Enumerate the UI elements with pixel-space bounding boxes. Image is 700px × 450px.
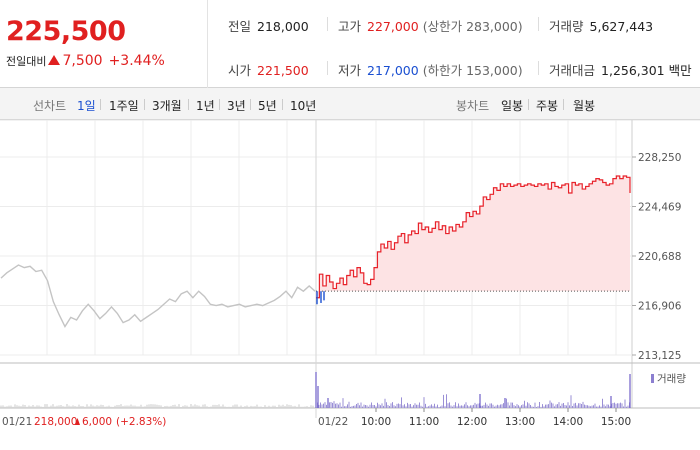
divider — [528, 99, 529, 110]
price-box: 225,500 전일대비 7,500 +3.44% — [0, 0, 208, 88]
up-triangle-icon — [48, 55, 61, 65]
amount-value: 1,256,301 — [601, 63, 665, 78]
divider — [144, 99, 145, 110]
prev-day-close: 218,000 — [34, 416, 77, 428]
x-tick-label: 10:00 — [361, 416, 391, 428]
up-triangle-icon — [75, 418, 80, 425]
x-tick-label: 12:00 — [457, 416, 487, 428]
open-label: 시가 — [228, 63, 252, 78]
current-price: 225,500 — [6, 16, 126, 47]
divider — [327, 17, 328, 31]
volume-legend-label: 거래량 — [657, 373, 686, 385]
divider — [563, 99, 564, 110]
change-label: 전일대비 — [6, 55, 47, 68]
divider — [282, 99, 283, 110]
today-area-fill — [316, 175, 630, 298]
lower-limit: (하한가 153,000) — [422, 63, 523, 78]
low-value: 217,000 — [367, 63, 419, 78]
divider — [538, 61, 539, 75]
quote-panel: 225,500 전일대비 7,500 +3.44% 전일 218,000 고가 227,… — [0, 0, 700, 88]
period-3y[interactable]: 3년 — [227, 99, 246, 113]
prev-day-line — [0, 264, 316, 328]
x-axis: 01/21 218,000 6,000 (+2.83%) 01/22 10:00 11:00… — [2, 408, 631, 428]
prev-day-series — [0, 264, 316, 328]
volume-label: 거래량 — [549, 19, 584, 34]
open-value: 221,500 — [257, 63, 309, 78]
candle-daily[interactable]: 일봉 — [501, 99, 524, 113]
y-tick-label: 220,688 — [638, 251, 681, 263]
divider — [100, 99, 101, 110]
y-tick-label: 213,125 — [638, 350, 681, 362]
candle-monthly[interactable]: 월봉 — [573, 99, 596, 113]
y-tick-label: 228,250 — [638, 152, 681, 164]
volume-legend-swatch — [651, 374, 654, 383]
period-1y[interactable]: 1년 — [196, 99, 215, 113]
volume-cell: 거래량 5,627,443 — [549, 16, 653, 35]
period-10y[interactable]: 10년 — [290, 99, 317, 113]
today-price-line — [316, 175, 631, 299]
divider — [538, 17, 539, 31]
open-cell: 시가 221,500 — [228, 60, 309, 79]
x-tick-label: 14:00 — [553, 416, 583, 428]
change-value: 7,500 — [62, 53, 103, 69]
y-tick-label: 216,906 — [638, 301, 682, 313]
period-1d[interactable]: 1일 — [77, 99, 96, 113]
x-tick-label: 11:00 — [409, 416, 439, 428]
prev-close-label: 전일 — [228, 19, 252, 34]
period-1w[interactable]: 1주일 — [109, 99, 139, 113]
today-series — [316, 175, 631, 305]
upper-limit: (상한가 283,000) — [422, 19, 523, 34]
divider — [250, 99, 251, 110]
divider — [327, 61, 328, 75]
x-tick-label: 15:00 — [601, 416, 631, 428]
low-label: 저가 — [338, 63, 362, 78]
divider — [188, 99, 189, 110]
prev-close-value: 218,000 — [257, 19, 309, 34]
y-tick-label: 224,469 — [638, 202, 681, 214]
low-cell: 저가 217,000 (하한가 153,000) — [338, 60, 523, 79]
prev-close-cell: 전일 218,000 — [228, 16, 309, 35]
line-chart-label: 선차트 — [33, 99, 67, 113]
period-5y[interactable]: 5년 — [258, 99, 277, 113]
divider — [219, 99, 220, 110]
volume-panel: 거래량 — [0, 372, 686, 408]
amount-label: 거래대금 — [549, 63, 596, 78]
prev-day-change: 6,000 — [82, 416, 112, 428]
amount-cell: 거래대금 1,256,301 백만 — [549, 60, 692, 79]
high-label: 고가 — [338, 19, 362, 34]
y-axis: 228,250 224,469 220,688 216,906 213,125 — [632, 152, 682, 362]
prev-day-change-pct: (+2.83%) — [116, 416, 166, 428]
today-date: 01/22 — [318, 416, 348, 428]
period-3m[interactable]: 3개월 — [152, 99, 182, 113]
price-change: 전일대비 7,500 +3.44% — [6, 53, 165, 69]
period-bar: 선차트 1일 1주일 3개월 1년 3년 5년 10년 봉차트 일봉 주봉 월봉 — [0, 88, 700, 120]
candle-chart-label: 봉차트 — [456, 99, 490, 113]
change-percent: +3.44% — [108, 53, 165, 69]
high-cell: 고가 227,000 (상한가 283,000) — [338, 16, 523, 35]
candle-weekly[interactable]: 주봉 — [536, 99, 559, 113]
volume-value: 5,627,443 — [589, 19, 654, 34]
high-value: 227,000 — [367, 19, 419, 34]
amount-unit: 백만 — [668, 63, 692, 78]
prev-day-date: 01/21 — [2, 416, 32, 428]
x-tick-label: 13:00 — [505, 416, 535, 428]
